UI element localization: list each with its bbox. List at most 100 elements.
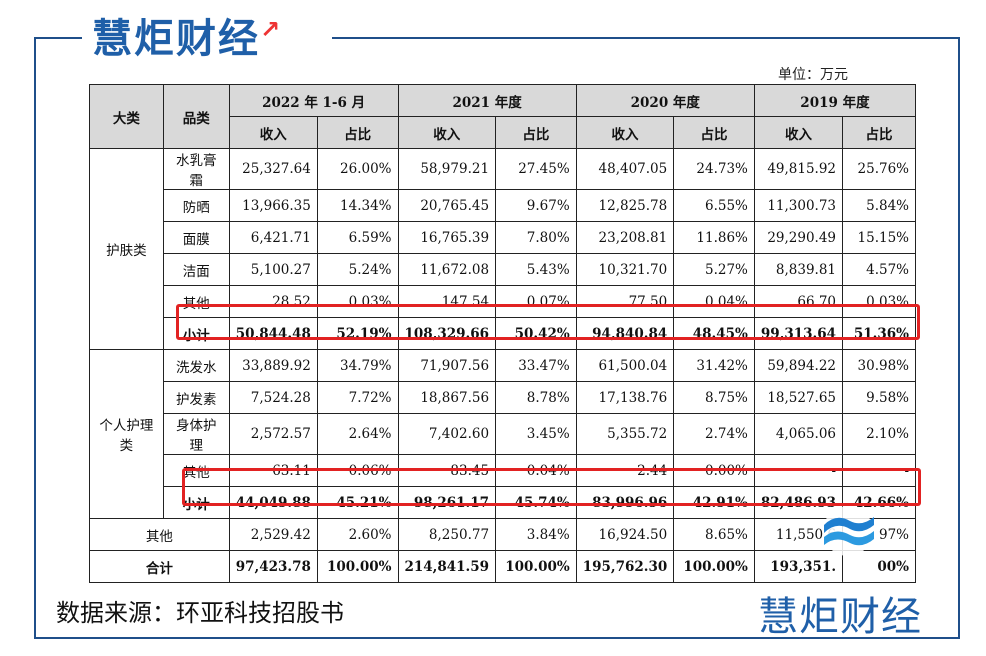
revenue-cell: 7,402.60	[397, 413, 497, 455]
share-cell: 9.67%	[495, 189, 577, 222]
revenue-cell: 11,672.08	[397, 253, 497, 286]
share-cell: 100.00%	[495, 550, 577, 583]
revenue-cell: 10,321.70	[575, 253, 675, 286]
revenue-cell: 11,300.73	[753, 189, 844, 222]
total-row-label: 合计	[89, 550, 230, 583]
share-cell: 25.76%	[842, 148, 916, 190]
share-cell: 7.80%	[495, 221, 577, 254]
header-share: 占比	[495, 116, 577, 149]
revenue-cell: 6,421.71	[228, 221, 318, 254]
revenue-cell: 20,765.45	[397, 189, 497, 222]
share-cell: 8.75%	[673, 381, 755, 414]
header-revenue: 收入	[397, 116, 497, 149]
header-share: 占比	[842, 116, 916, 149]
share-cell: 31.42%	[673, 349, 755, 382]
subtotal-row: 小计 44,049.88 45.21% 98,261.17 45.74% 83,996.9…	[90, 486, 916, 519]
header-period: 2022 年 1-6 月	[228, 84, 399, 117]
revenue-cell: 58,979.21	[397, 148, 497, 190]
revenue-cell: 23,208.81	[575, 221, 675, 254]
cropped-footnote-line	[89, 572, 916, 580]
revenue-cell: 49,815.92	[753, 148, 844, 190]
revenue-cell: 97,423.78	[228, 550, 318, 583]
share-cell: 8.65%	[673, 518, 755, 551]
share-cell: 7.72%	[316, 381, 399, 414]
revenue-cell: 25,327.64	[228, 148, 318, 190]
header-period: 2019 年度	[753, 84, 917, 117]
share-cell: 6.55%	[673, 189, 755, 222]
share-cell: 2.64%	[316, 413, 399, 455]
page-frame	[34, 37, 960, 639]
item-cell: 水乳膏霜	[162, 148, 230, 190]
revenue-cell: 13,966.35	[228, 189, 318, 222]
other-row: 其他 2,529.42 2.60% 8,250.77 3.84% 16,924.50 8.6…	[89, 518, 916, 551]
header-share: 占比	[673, 116, 755, 149]
revenue-cell: 16,765.39	[397, 221, 497, 254]
total-row: 合计 97,423.78 100.00% 214,841.59 100.00% 195,7…	[89, 550, 916, 583]
table-row: 个人护理类 洗发水 33,889.92 34.79% 71,907.56 33.47% 61…	[89, 349, 916, 519]
table-row: 护发素 7,524.28 7.72% 18,867.56 8.78% 17,138.76 8…	[90, 381, 916, 414]
revenue-cell: 2,572.57	[228, 413, 318, 455]
revenue-cell: 7,524.28	[228, 381, 318, 414]
revenue-cell: 147.54	[397, 285, 497, 318]
item-cell: 护发素	[162, 381, 230, 414]
share-cell: 45.74%	[495, 486, 577, 519]
share-cell: 9.58%	[842, 381, 916, 414]
category-cell: 护肤类	[89, 148, 164, 350]
revenue-cell: 18,527.65	[753, 381, 844, 414]
table-row: 护肤类 水乳膏霜 25,327.64 26.00% 58,979.21 27.45% 48,…	[89, 148, 916, 350]
table-row: 身体护理 2,572.57 2.64% 7,402.60 3.45% 5,355.72 2.…	[90, 413, 916, 455]
share-cell: 51.36%	[842, 317, 916, 350]
revenue-cell: 2,529.42	[228, 518, 318, 551]
revenue-cell: 48,407.05	[575, 148, 675, 190]
revenue-cell: 8,839.81	[753, 253, 844, 286]
frame-top-left-line	[34, 37, 82, 39]
header-share: 占比	[316, 116, 399, 149]
revenue-cell: 44,049.88	[228, 486, 318, 519]
revenue-cell: 71,907.56	[397, 349, 497, 382]
share-cell: 34.79%	[316, 349, 399, 382]
revenue-cell: 29,290.49	[753, 221, 844, 254]
revenue-cell: 193,351.	[753, 550, 844, 583]
header-category: 大类	[89, 84, 164, 149]
revenue-cell: 16,924.50	[575, 518, 675, 551]
table-row: 面膜 6,421.71 6.59% 16,765.39 7.80% 23,208.81 11…	[90, 221, 916, 254]
revenue-cell: 28.52	[228, 285, 318, 318]
other-row-label: 其他	[89, 518, 230, 551]
share-cell: 4.57%	[842, 253, 916, 286]
share-cell: 5.43%	[495, 253, 577, 286]
header-period: 2021 年度	[397, 84, 577, 117]
header-revenue: 收入	[575, 116, 675, 149]
brand-logo-top: 慧炬财经↗	[92, 15, 283, 62]
frame-top-right-line	[332, 37, 960, 39]
item-cell: 洁面	[162, 253, 230, 286]
share-cell: 3.84%	[495, 518, 577, 551]
share-cell: 24.73%	[673, 148, 755, 190]
wave-logo-icon	[823, 506, 874, 556]
header-period: 2020 年度	[575, 84, 755, 117]
revenue-cell: 61,500.04	[575, 349, 675, 382]
highlight-box-skincare-subtotal	[176, 304, 920, 340]
header-revenue: 收入	[228, 116, 318, 149]
item-cell: 身体护理	[162, 413, 230, 455]
share-cell: 26.00%	[316, 148, 399, 190]
brand-logo-bottom: 慧炬财经	[758, 594, 922, 640]
share-cell: 6.59%	[316, 221, 399, 254]
share-cell: 100.00%	[316, 550, 399, 583]
share-cell: 33.47%	[495, 349, 577, 382]
category-cell: 个人护理类	[89, 349, 164, 519]
share-cell: 30.98%	[842, 349, 916, 382]
share-cell: 8.78%	[495, 381, 577, 414]
share-cell: 11.86%	[673, 221, 755, 254]
share-cell: 5.84%	[842, 189, 916, 222]
share-cell: 15.15%	[842, 221, 916, 254]
share-cell: 3.45%	[495, 413, 577, 455]
share-cell: 45.21%	[316, 486, 399, 519]
share-cell: 00%	[842, 550, 916, 583]
share-cell: 100.00%	[673, 550, 755, 583]
table-row: 洁面 5,100.27 5.24% 11,672.08 5.43% 10,321.70 5.…	[90, 253, 916, 286]
item-cell: 其他	[162, 285, 230, 318]
header-item: 品类	[162, 84, 230, 149]
revenue-cell: 4,065.06	[753, 413, 844, 455]
item-cell: 面膜	[162, 221, 230, 254]
share-cell: 5.24%	[316, 253, 399, 286]
